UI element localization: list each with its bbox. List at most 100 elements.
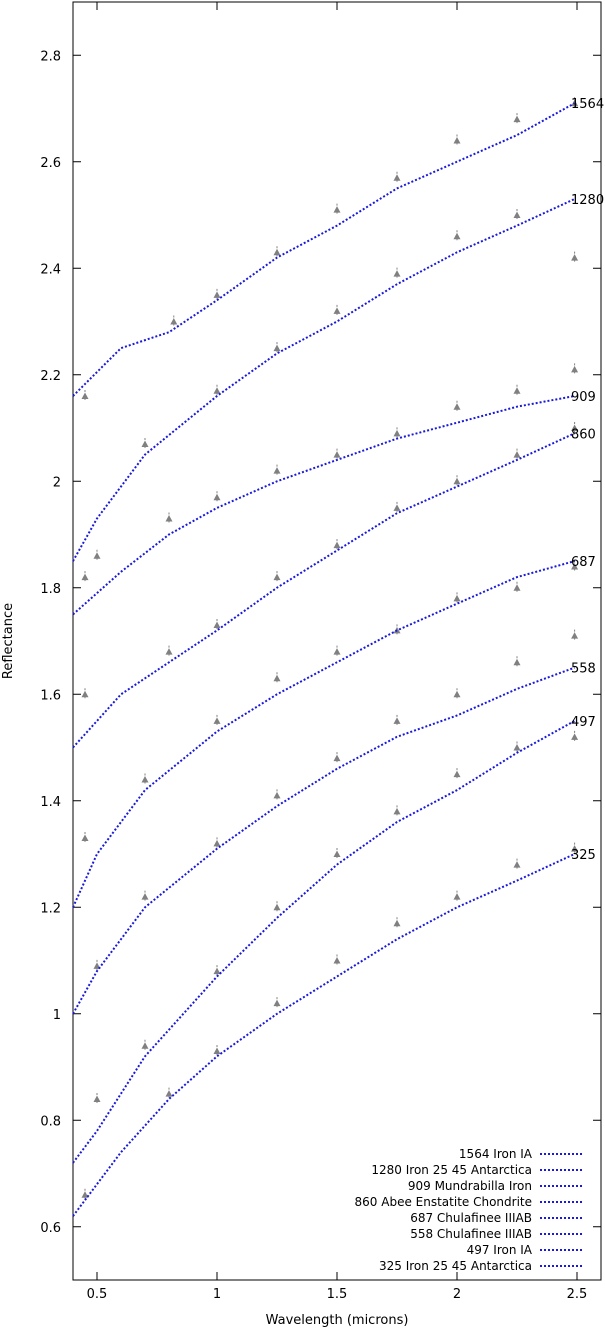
curve-label: 909 — [571, 390, 596, 405]
observed-point — [141, 440, 149, 447]
observed-point — [571, 254, 579, 261]
observed-point — [273, 248, 281, 256]
observed-point — [273, 999, 281, 1007]
observed-point — [213, 621, 221, 629]
observed-point — [165, 648, 173, 655]
observed-point — [213, 839, 221, 847]
observed-series-687 — [81, 560, 579, 845]
observed-point — [333, 206, 341, 213]
observed-point — [453, 594, 461, 602]
model-curve-860 — [72, 432, 576, 749]
observed-point — [165, 1090, 173, 1097]
observed-point — [393, 919, 401, 927]
model-curve-497 — [72, 720, 576, 1164]
observed-point — [273, 344, 281, 352]
observed-point — [213, 387, 221, 394]
curve-label: 1280 — [571, 193, 604, 208]
observed-point — [513, 451, 521, 458]
model-curve-325 — [72, 853, 576, 1217]
observed-point — [571, 845, 579, 852]
y-tick-label: 2.6 — [40, 156, 61, 171]
observed-point — [81, 834, 89, 842]
observed-point — [81, 690, 89, 698]
observed-point — [333, 957, 341, 964]
observed-point — [453, 136, 461, 144]
observed-point — [453, 690, 461, 698]
observed-series-909 — [81, 363, 579, 584]
observed-point — [393, 429, 401, 437]
curve-labels: 1564 1280 909 860 687 558 497 325 — [571, 97, 604, 863]
observed-point — [513, 861, 521, 868]
observed-point — [513, 744, 521, 751]
curve-label: 687 — [571, 555, 596, 570]
observed-point — [453, 232, 461, 240]
observed-point — [513, 115, 521, 123]
axis-tick-labels: 0.5 1 1.5 2 2.5 0.6 0.8 1 1.2 1.4 1.6 1.8 2 2.2 2.4 2.6… — [40, 49, 587, 1302]
observed-point — [453, 403, 461, 410]
curve-label: 558 — [571, 662, 596, 677]
x-tick-label: 0.5 — [87, 1287, 108, 1302]
y-tick-label: 1.4 — [40, 795, 61, 810]
observed-point — [453, 770, 461, 778]
y-tick-label: 1.6 — [40, 688, 61, 703]
y-tick-label: 1 — [53, 1008, 61, 1023]
observed-point — [213, 493, 221, 501]
model-curve-1280 — [72, 198, 576, 562]
observed-point — [571, 632, 579, 639]
observed-point — [333, 648, 341, 655]
curve-label: 497 — [571, 715, 596, 730]
observed-series-325 — [81, 842, 579, 1201]
x-tick-label: 2 — [453, 1287, 461, 1302]
model-curve-558 — [72, 666, 575, 1015]
y-tick-label: 0.8 — [40, 1114, 61, 1129]
observed-point — [333, 451, 341, 458]
observed-series-558 — [93, 629, 579, 972]
legend-entry-label: 1280 Iron 25 45 Antarctica — [371, 1163, 532, 1177]
y-tick-label: 1.8 — [40, 582, 61, 597]
observed-series-1564 — [81, 97, 579, 403]
observed-point — [213, 717, 221, 724]
observed-point — [393, 504, 401, 511]
observed-point — [333, 850, 341, 857]
legend-entry-label: 909 Mundrabilla Iron — [408, 1179, 532, 1193]
observed-point — [213, 1047, 221, 1055]
curve-label: 860 — [571, 427, 596, 442]
observed-point — [393, 807, 401, 815]
observed-point — [93, 1095, 101, 1102]
observed-point — [571, 424, 579, 431]
observed-point — [213, 291, 221, 298]
legend-entry-label: 497 Iron IA — [467, 1243, 533, 1257]
axis-ticks — [73, 2, 601, 1280]
model-curve-687 — [72, 560, 575, 908]
y-axis-label: Reflectance — [1, 603, 16, 679]
curve-label: 1564 — [571, 97, 604, 112]
observed-point — [170, 318, 178, 325]
observed-point — [571, 365, 579, 373]
observed-point — [453, 893, 461, 900]
observed-point — [273, 903, 281, 911]
observed-point — [453, 477, 461, 485]
model-curves-layer — [72, 102, 576, 1217]
y-tick-label: 2.4 — [40, 262, 61, 277]
observed-point — [213, 967, 221, 975]
observed-series-497 — [93, 730, 579, 1105]
plot-frame — [72, 1, 602, 1281]
legend: 1564 Iron IA 1280 Iron 25 45 Antarctica 90… — [355, 1147, 582, 1273]
curve-label: 325 — [571, 848, 596, 863]
model-curve-1564 — [72, 102, 576, 397]
observed-point — [393, 174, 401, 181]
x-tick-label: 1.5 — [327, 1287, 348, 1302]
observed-point — [571, 733, 579, 740]
observed-point — [141, 893, 149, 900]
y-tick-label: 0.6 — [40, 1221, 61, 1236]
legend-entry-label: 687 Chulafinee IIIAB — [410, 1211, 532, 1225]
observed-point — [333, 754, 341, 762]
legend-entry-label: 558 Chulafinee IIIAB — [410, 1227, 532, 1241]
observed-point — [571, 562, 579, 570]
x-tick-label: 2.5 — [567, 1287, 588, 1302]
y-tick-label: 1.2 — [40, 901, 61, 916]
observed-point — [333, 307, 341, 314]
observed-point — [165, 515, 173, 522]
observed-point — [393, 717, 401, 724]
